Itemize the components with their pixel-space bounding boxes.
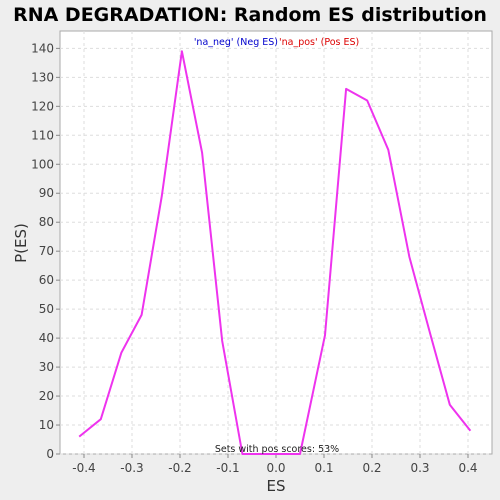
x-tick-label: 0.0 <box>266 461 285 475</box>
grid-layer <box>60 31 492 455</box>
legend-entry-neg: 'na_neg' (Neg ES) <box>194 37 278 48</box>
x-tick-label: -0.2 <box>168 461 191 475</box>
y-tick-label: 130 <box>31 70 54 84</box>
x-axis-label: ES <box>267 477 286 495</box>
y-tick-label: 140 <box>31 41 54 55</box>
y-tick-label: 0 <box>46 447 54 461</box>
y-tick-label: 110 <box>31 128 54 142</box>
x-tick-label: -0.3 <box>120 461 143 475</box>
y-tick-label: 20 <box>39 389 54 403</box>
x-tick-label: -0.4 <box>72 461 95 475</box>
series-layer <box>78 50 472 455</box>
x-tick-label: 0.3 <box>410 461 429 475</box>
y-axis-label: P(ES) <box>12 223 30 263</box>
x-tick-label: -0.1 <box>216 461 239 475</box>
axis-layer: 0 10 20 30 40 50 60 70 80 90 100 110 120 130 140 -0.4 -0… <box>31 41 477 475</box>
chart-title: RNA DEGRADATION: Random ES distribution <box>13 4 487 26</box>
x-tick-label: 0.4 <box>458 461 477 475</box>
x-tick-label: 0.2 <box>362 461 381 475</box>
y-tick-label: 50 <box>39 302 54 316</box>
y-tick-label: 30 <box>39 360 54 374</box>
y-tick-label: 100 <box>31 157 54 171</box>
y-tick-label: 10 <box>39 418 54 432</box>
y-tick-label: 60 <box>39 273 54 287</box>
legend-entry-pos: 'na_pos' (Pos ES) <box>279 37 359 48</box>
y-tick-label: 120 <box>31 99 54 113</box>
pos-scores-annotation: Sets with pos scores: 53% <box>215 444 339 455</box>
y-tick-label: 90 <box>39 186 54 200</box>
y-tick-label: 40 <box>39 331 54 345</box>
legend: 'na_neg' (Neg ES) 'na_pos' (Pos ES) <box>194 37 359 48</box>
y-tick-label: 70 <box>39 244 54 258</box>
series-line-0 <box>78 50 472 455</box>
y-tick-label: 80 <box>39 215 54 229</box>
x-tick-label: 0.1 <box>314 461 333 475</box>
